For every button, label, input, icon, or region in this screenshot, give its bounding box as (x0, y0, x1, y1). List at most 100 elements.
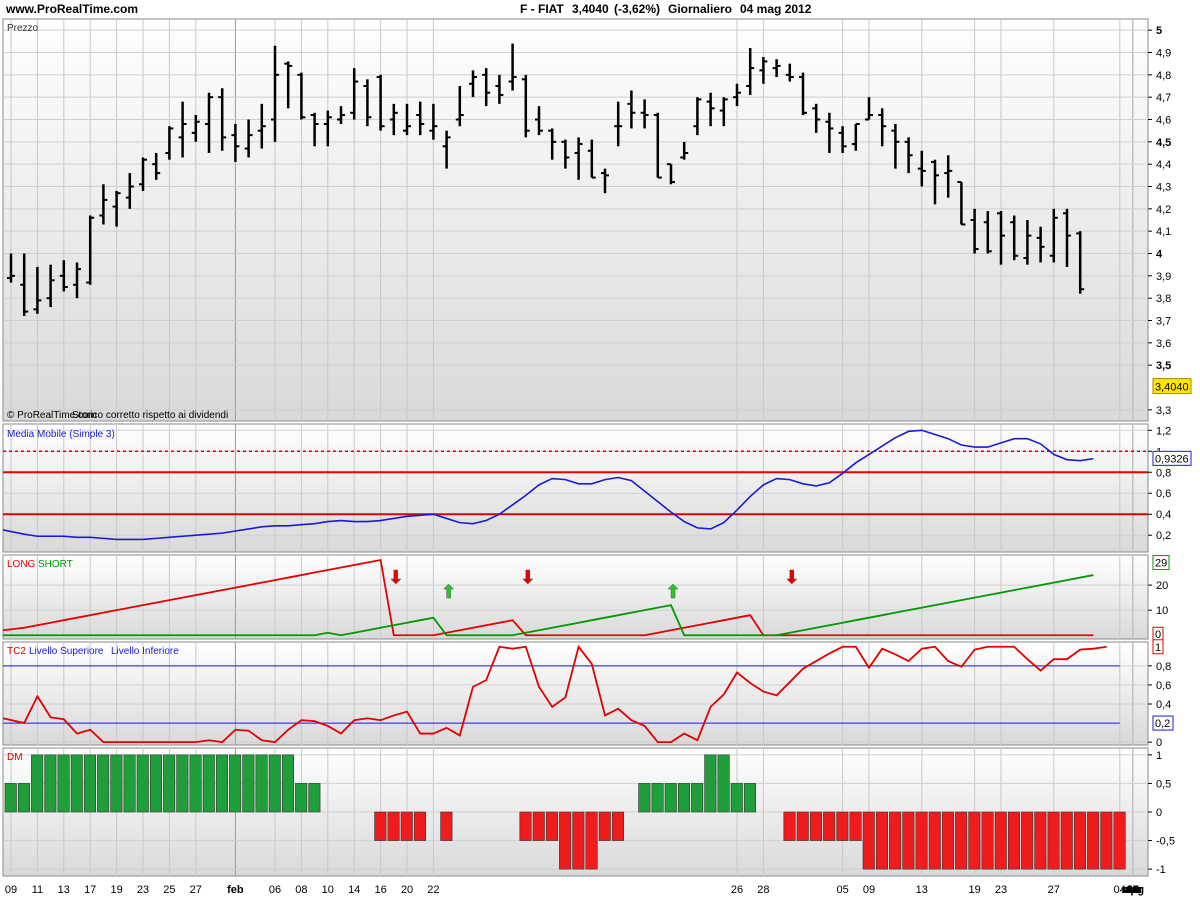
trend-line-long (2, 558, 1094, 637)
dm-bar-negative (955, 811, 968, 870)
x-axis-tick-label: 16 (1127, 884, 1139, 896)
dm-bar-positive (136, 754, 149, 813)
x-axis-tick-label: 22 (427, 884, 439, 896)
x-axis-tick-label: 21 (1127, 884, 1139, 896)
x-axis-tick-label: 26 (731, 884, 743, 896)
lower-level-label: Livello Inferiore (111, 646, 179, 657)
x-axis-tick-label: 23 (137, 884, 149, 896)
dm-bar-positive (31, 754, 44, 813)
dm-bar-positive (110, 754, 123, 813)
signal-down-arrow (390, 569, 402, 585)
dividend-note: Storico corretto rispetto ai dividendi (72, 410, 228, 421)
x-axis-tick-label: 07 (1127, 884, 1139, 896)
x-axis-tick-label: 07 (1127, 884, 1139, 896)
x-axis-tick-label: 25 (163, 884, 175, 896)
dm-bar-negative (915, 811, 928, 870)
last-price-badge (1152, 378, 1192, 395)
x-axis-tick-label: 06 (269, 884, 281, 896)
dm-bar-negative (559, 811, 572, 870)
y-axis-tick-label: 3,5 (1156, 360, 1171, 372)
y-axis-tick-label: 5 (1156, 25, 1162, 37)
y-axis-tick-label: 1 (1156, 750, 1162, 762)
trend-line-short (3, 574, 1094, 637)
trend-panel[interactable] (2, 554, 1149, 640)
ma-line (2, 429, 1094, 541)
price-panel[interactable] (2, 18, 1149, 422)
dm-bar-negative (941, 811, 955, 870)
y-axis-tick-label: 4,4 (1156, 159, 1171, 171)
chart-marks (2, 43, 1148, 870)
dm-bar-negative (519, 811, 532, 841)
dm-bar-negative (1113, 811, 1126, 870)
y-axis-tick-label: 4,8 (1156, 70, 1171, 82)
dm-bar-positive (704, 754, 717, 813)
dm-bar-positive (17, 783, 31, 813)
x-axis-tick-label: 13 (58, 884, 70, 896)
y-axis-tick-label: 4,3 (1156, 182, 1171, 194)
x-axis-tick-label: 20 (1127, 884, 1139, 896)
dm-bar-positive (691, 783, 704, 813)
x-axis-tick-label: 08 (295, 884, 307, 896)
signal-down-arrow (786, 569, 798, 585)
dm-bar-negative (783, 811, 796, 841)
tc2-last-badge (1152, 639, 1164, 655)
ma-panel-title: Media Mobile (Simple 3) (7, 429, 115, 440)
y-axis-tick-label: 0,6 (1156, 680, 1171, 692)
dm-bar-negative (1034, 811, 1047, 870)
dm-bar-negative (981, 811, 994, 870)
y-axis-tick-label: 3,8 (1156, 293, 1171, 305)
x-axis-tick-label: mar (1123, 884, 1144, 896)
ma-panel[interactable] (2, 423, 1149, 553)
x-axis-tick-label: 09 (863, 884, 875, 896)
y-axis-tick-label: 0,6 (1156, 488, 1171, 500)
x-axis-tick-label: 10 (1127, 884, 1139, 896)
dm-bar-negative (413, 811, 427, 841)
dm-bar-positive (44, 754, 57, 813)
site-name[interactable]: www.ProRealTime.com (5, 2, 138, 16)
dm-bar-negative (928, 811, 941, 870)
y-axis-tick-label: 0,4 (1156, 509, 1171, 521)
dm-bar-negative (572, 811, 585, 870)
dm-bar-positive (295, 783, 308, 813)
dm-bar-positive (255, 754, 268, 813)
dm-bar-positive (70, 754, 83, 813)
y-axis-tick-label: 3,3 (1156, 405, 1171, 417)
x-axis-tick-label: feb (227, 884, 244, 896)
x-axis-tick-label: 17 (84, 884, 96, 896)
dm-bar-negative (585, 811, 598, 870)
dm-bar-negative (796, 811, 809, 841)
dm-bar-negative (1087, 811, 1100, 870)
tc2-line (2, 644, 1107, 744)
dm-bar-positive (677, 783, 691, 813)
x-axis-tick-label: 05 (836, 884, 848, 896)
dm-bar-positive (163, 754, 176, 813)
x-axis-tick-label: 16 (374, 884, 386, 896)
signal-up-arrow (442, 583, 455, 599)
x-axis-tick-label: 29 (1127, 884, 1139, 896)
dm-bar-positive (97, 754, 110, 813)
y-axis-tick-label: 20 (1156, 580, 1168, 592)
dm-bar-positive (149, 754, 162, 813)
x-axis-tick-label: 04 (1114, 884, 1126, 896)
y-axis-tick-label: 4,6 (1156, 115, 1171, 127)
ma-last-badge-label: 0,9326 (1155, 453, 1189, 465)
y-axis-tick-label: 0,5 (1156, 778, 1171, 790)
dm-bar-positive (83, 754, 96, 813)
tc2-label: TC2 (7, 646, 26, 657)
short-label: SHORT (38, 559, 73, 570)
x-axis-tick-label: apr (1124, 884, 1142, 896)
y-axis-tick-label: 3,7 (1156, 316, 1171, 328)
x-axis-tick-label: 06 (1127, 884, 1139, 896)
x-axis-tick-label: 15 (1127, 884, 1139, 896)
dm-bar-negative (1021, 811, 1034, 870)
dm-bar-positive (664, 783, 677, 813)
y-axis-tick-label: 0,4 (1156, 699, 1171, 711)
dm-bar-negative (1073, 811, 1086, 870)
x-axis-tick-label: 23 (995, 884, 1007, 896)
signal-up-arrow (667, 583, 679, 599)
dm-bar-positive (123, 754, 136, 813)
price-panel-title: Prezzo (7, 23, 39, 34)
dm-bar-positive (4, 783, 17, 813)
x-axis-tick-label: 14 (348, 884, 360, 896)
